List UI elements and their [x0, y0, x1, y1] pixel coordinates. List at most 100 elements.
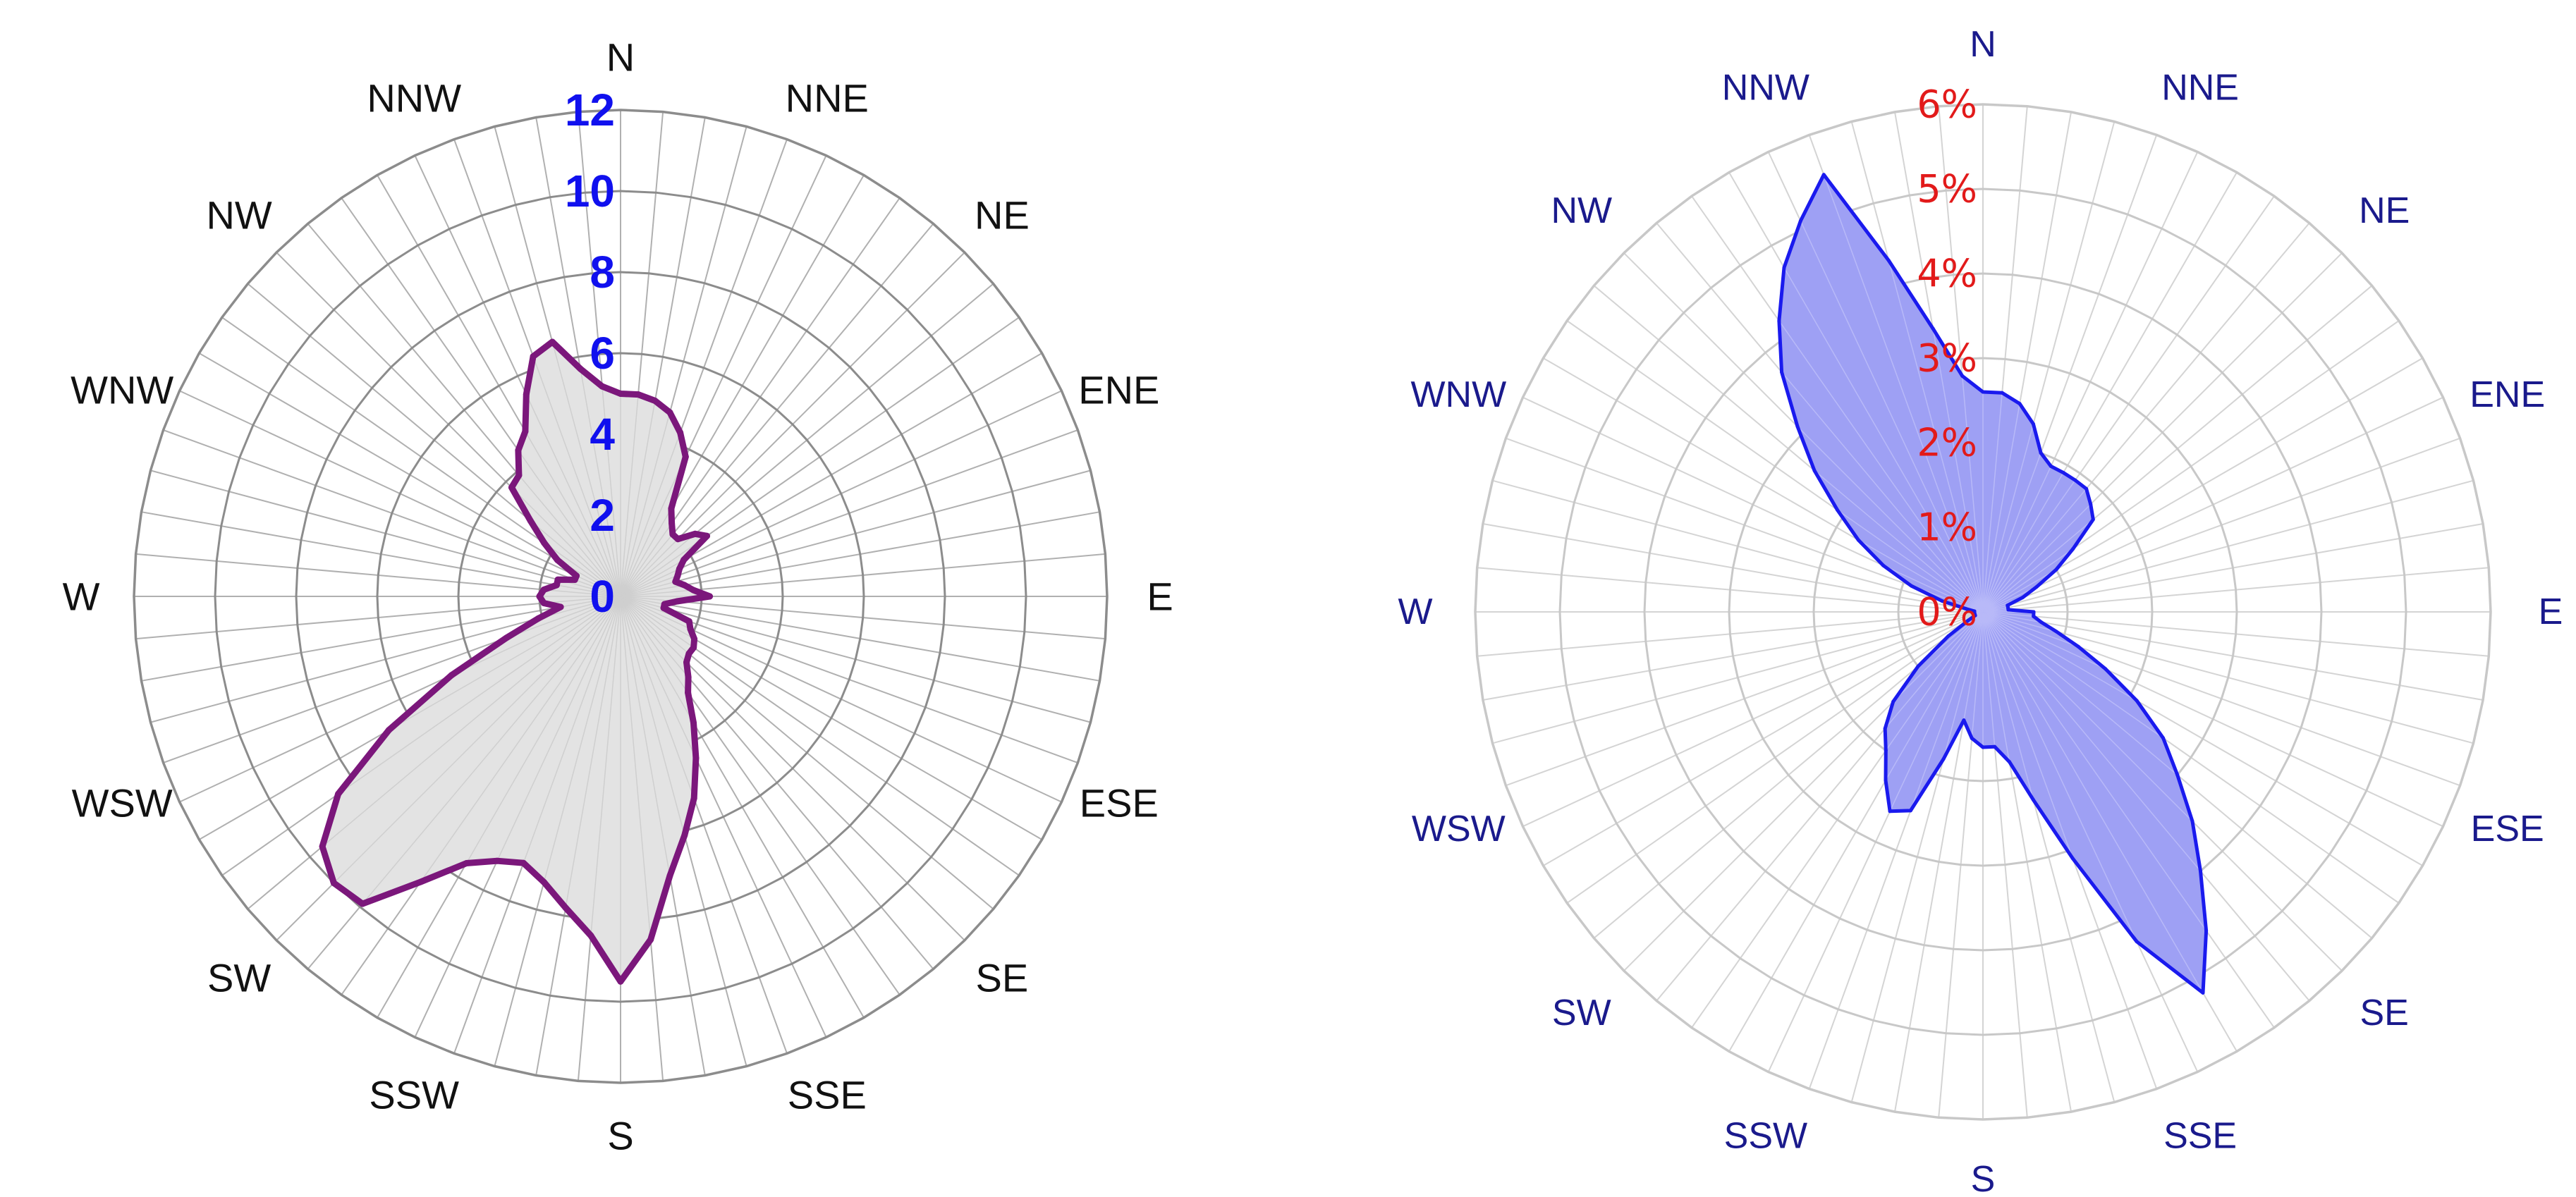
data-point [2039, 620, 2044, 625]
data-spoke [1857, 539, 1984, 613]
data-point [2008, 760, 2011, 764]
data-spoke [620, 575, 678, 597]
direction-label-ssw: SSW [1724, 1116, 1807, 1157]
data-points [1777, 173, 2209, 995]
radial-tick-labels: 0% 1% 2% 3% 4% 5% 6% [1917, 82, 1977, 634]
data-spoke [1982, 611, 2073, 859]
data-point [1966, 618, 1970, 622]
radial-tick-label: 12 [565, 85, 615, 135]
data-point [2031, 798, 2035, 802]
data-point [359, 900, 366, 907]
data-point [685, 689, 692, 696]
data-point [2204, 928, 2209, 933]
data-point [2061, 471, 2065, 474]
data-spoke [1971, 611, 1984, 739]
data-spoke [620, 596, 685, 835]
data-point [690, 587, 697, 594]
radial-tick-label: 4 [590, 409, 615, 460]
data-spoke [1823, 174, 1984, 613]
data-spoke [620, 589, 694, 597]
direction-label-se: SE [976, 955, 1029, 1000]
data-point [557, 603, 564, 610]
data-spoke [1961, 376, 1984, 613]
data-points [319, 338, 713, 985]
data-spoke [1982, 453, 2041, 613]
data-spoke [1888, 260, 1984, 613]
data-spoke [620, 568, 680, 597]
data-point [1962, 718, 1966, 723]
data-spoke [620, 412, 671, 597]
data-point [1972, 609, 1977, 613]
data-spoke [1982, 548, 2074, 613]
spokes-over-area [1778, 174, 2207, 993]
data-point [692, 754, 700, 761]
data-point [1836, 508, 1840, 512]
data-spoke [1982, 569, 2057, 613]
data-point [1798, 219, 1802, 223]
data-point [536, 593, 543, 600]
data-spoke [506, 596, 621, 639]
data-point [1884, 749, 1888, 753]
data-point [2034, 585, 2039, 589]
data-point [1993, 744, 1997, 749]
data-point [577, 365, 584, 372]
direction-label-se: SE [2360, 993, 2409, 1033]
data-spoke [1982, 611, 1996, 747]
data-point [2076, 644, 2080, 649]
data-point [2000, 391, 2004, 395]
data-spoke [1982, 479, 2076, 613]
radial-tick-label: 3% [1917, 336, 1977, 381]
data-spoke [1778, 320, 1984, 613]
data-point [672, 578, 679, 585]
data-spoke [1982, 424, 2034, 613]
direction-label-wnw: WNW [1410, 374, 1506, 415]
data-point [668, 505, 675, 512]
data-point [1780, 370, 1784, 374]
data-spoke [1783, 267, 1984, 613]
data-spoke [1982, 611, 2010, 762]
radial-tick-label: 0 [590, 571, 615, 622]
data-spoke [620, 534, 673, 597]
data-spoke [620, 596, 671, 876]
data-spoke [556, 584, 621, 597]
data-spoke [1982, 611, 2178, 775]
data-point [599, 383, 606, 390]
data-point [508, 484, 515, 491]
data-spoke [620, 584, 685, 597]
direction-label-sw: SW [1552, 993, 1611, 1033]
data-spoke [1982, 611, 2034, 618]
grid-ring [1812, 441, 2154, 782]
data-point [677, 429, 684, 436]
data-point [2031, 422, 2035, 426]
data-point [674, 536, 681, 543]
left-wind-rose-chart: N NNE NE ENE E ESE SE SSE S SSW SW WSW W WNW NW NNW 0 2 4 6… [63, 35, 1173, 1158]
data-point [1960, 374, 1965, 378]
data-spoke [525, 431, 621, 597]
data-spoke [420, 596, 621, 883]
data-spoke [620, 596, 695, 640]
data-point [1886, 259, 1891, 263]
grid-ring [1728, 357, 2238, 867]
data-spoke [602, 386, 621, 597]
direction-label-wsw: WSW [1412, 809, 1506, 849]
data-point [463, 860, 470, 866]
data-point [1908, 809, 1912, 813]
data-point [2089, 502, 2093, 506]
data-spoke [620, 596, 691, 630]
data-point [2104, 667, 2108, 671]
data-point [1881, 563, 1886, 567]
radial-tick-label: 2 [590, 490, 615, 541]
data-point [2073, 478, 2077, 482]
data-point [554, 556, 561, 563]
left-wind-rose-panel: N NNE NE ENE E ESE SE SSE S SSW SW WSW W WNW NW NNW 0 2 4 6… [63, 35, 1173, 1158]
data-point [685, 674, 692, 680]
data-point [1777, 319, 1781, 323]
data-spoke [1982, 611, 2193, 822]
data-point [1940, 599, 1944, 603]
data-point [2190, 819, 2195, 823]
data-spoke [1943, 611, 1984, 759]
data-point [707, 593, 713, 600]
data-point [652, 398, 659, 404]
radial-tick-labels: 0 2 4 6 8 10 12 [565, 85, 616, 622]
data-spoke [1800, 220, 1984, 613]
